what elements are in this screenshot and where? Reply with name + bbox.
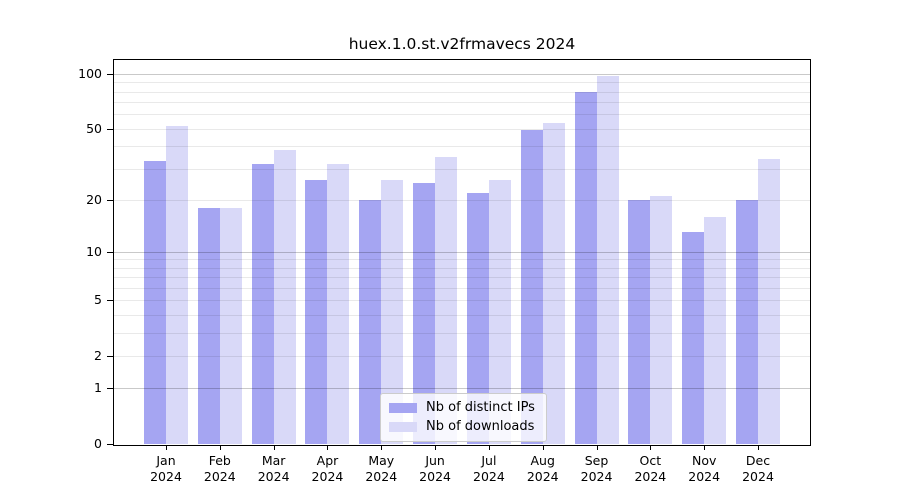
bar-distinct-ips-mar xyxy=(251,163,274,444)
x-tick-label-aug: Aug 2024 xyxy=(526,453,559,484)
x-tick-label-nov: Nov 2024 xyxy=(688,453,721,484)
bar-downloads-may xyxy=(381,179,404,444)
bar-downloads-jan xyxy=(166,125,188,444)
x-tick-label-oct: Oct 2024 xyxy=(634,453,667,484)
x-tick-mark-jul xyxy=(488,445,490,450)
x-tick-mark-nov xyxy=(704,445,706,450)
y-tick-mark-1 xyxy=(107,388,113,390)
y-tick-mark-5 xyxy=(107,300,113,302)
y-tick-label-2: 2 xyxy=(94,347,102,363)
y-tick-label-10: 10 xyxy=(86,243,102,259)
bar-distinct-ips-jan xyxy=(144,161,166,444)
x-tick-mark-jun xyxy=(435,445,437,450)
chart-title: huex.1.0.st.v2frmavecs 2024 xyxy=(348,35,576,53)
x-tick-label-jun: Jun 2024 xyxy=(419,453,451,484)
x-tick-label-apr: Apr 2024 xyxy=(311,453,344,484)
y-tick-label-50: 50 xyxy=(86,120,102,136)
bar-downloads-feb xyxy=(219,207,242,444)
bar-distinct-ips-may xyxy=(359,199,382,444)
y-tick-mark-50 xyxy=(107,128,113,130)
bar-distinct-ips-nov xyxy=(682,232,705,444)
x-tick-label-dec: Dec 2024 xyxy=(742,453,774,484)
bar-downloads-apr xyxy=(327,163,350,444)
x-tick-mark-sep xyxy=(596,445,598,450)
y-tick-mark-100 xyxy=(107,73,113,75)
y-tick-label-0: 0 xyxy=(94,436,102,451)
x-tick-mark-jan xyxy=(166,445,167,450)
bar-distinct-ips-oct xyxy=(628,199,651,444)
legend-swatch-distinct-ips-icon xyxy=(389,402,417,413)
legend-item-downloads: Nb of downloads xyxy=(381,417,546,436)
x-tick-label-mar: Mar 2024 xyxy=(257,453,290,484)
x-tick-mark-apr xyxy=(327,445,329,450)
legend-item-distinct-ips: Nb of distinct IPs xyxy=(381,398,546,417)
y-tick-mark-20 xyxy=(107,199,113,201)
plot-area-frame xyxy=(113,59,811,446)
y-tick-mark-10 xyxy=(107,251,113,253)
bar-distinct-ips-sep xyxy=(574,91,597,444)
bar-downloads-oct xyxy=(650,196,673,444)
bar-distinct-ips-jun xyxy=(413,182,436,444)
bar-distinct-ips-apr xyxy=(305,179,328,444)
bar-downloads-mar xyxy=(273,150,296,444)
x-tick-mark-may xyxy=(381,445,383,450)
x-tick-label-jan: Jan 2024 xyxy=(150,453,182,484)
bar-downloads-dec xyxy=(758,158,780,444)
bar-downloads-jun xyxy=(435,156,458,444)
legend: Nb of distinct IPs Nb of downloads xyxy=(380,393,547,442)
bar-downloads-sep xyxy=(596,76,619,444)
bar-distinct-ips-feb xyxy=(197,207,220,444)
y-tick-label-1: 1 xyxy=(94,380,102,396)
legend-label-distinct-ips: Nb of distinct IPs xyxy=(426,400,535,415)
bar-distinct-ips-jul xyxy=(466,192,489,444)
y-tick-label-5: 5 xyxy=(94,292,102,308)
bar-downloads-jul xyxy=(488,179,511,444)
y-tick-label-20: 20 xyxy=(86,191,102,207)
x-tick-mark-dec xyxy=(758,445,759,450)
x-tick-label-may: May 2024 xyxy=(365,453,398,484)
x-tick-label-sep: Sep 2024 xyxy=(580,453,613,484)
legend-swatch-downloads-icon xyxy=(389,421,417,432)
bar-downloads-nov xyxy=(704,216,727,444)
bar-distinct-ips-dec xyxy=(736,199,758,444)
x-tick-label-feb: Feb 2024 xyxy=(203,453,236,484)
y-tick-mark-0 xyxy=(107,444,113,445)
bar-downloads-aug xyxy=(542,122,565,444)
x-tick-mark-aug xyxy=(542,445,544,450)
x-tick-mark-oct xyxy=(650,445,652,450)
x-tick-label-jul: Jul 2024 xyxy=(473,453,505,484)
bar-distinct-ips-aug xyxy=(520,130,543,444)
y-tick-label-100: 100 xyxy=(78,65,102,81)
y-tick-mark-2 xyxy=(107,355,113,357)
legend-label-downloads: Nb of downloads xyxy=(426,419,535,434)
x-tick-mark-mar xyxy=(273,445,275,450)
x-tick-mark-feb xyxy=(219,445,221,450)
